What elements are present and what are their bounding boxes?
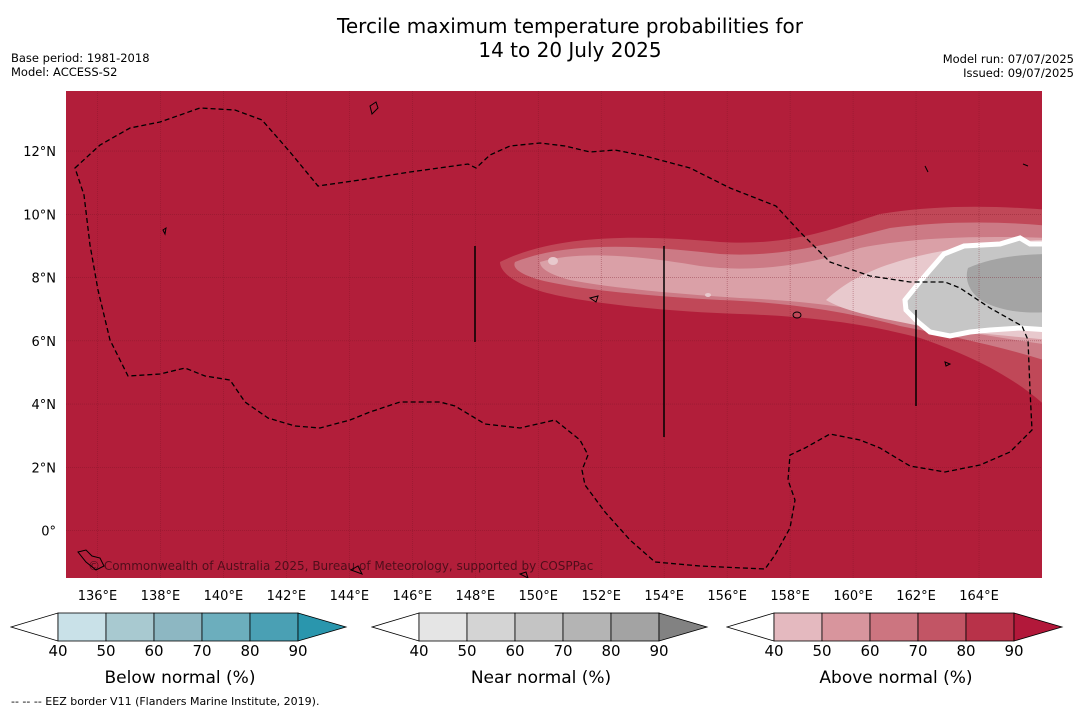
longitude-tick-label: 154°E [644,589,684,604]
colorbar-extend-high [658,612,709,642]
longitude-tick-label: 142°E [267,589,307,604]
longitude-labels: 136°E 138°E 140°E 142°E 144°E 146°E 148°E 150°E… [78,589,999,604]
probability-map: © Commonwealth of Australia 2025, Bureau… [23,91,1042,604]
latitude-tick-label: 8°N [32,272,57,287]
longitude-tick-label: 160°E [833,589,873,604]
gridlines [66,91,1042,578]
contour-patch [548,257,558,265]
ticks-near-normal: 40 50 60 70 80 90 [371,642,711,662]
title-line-1: Tercile maximum temperature probabilitie… [337,14,803,38]
longitude-tick-label: 148°E [456,589,496,604]
latitude-tick-label: 12°N [23,145,56,160]
colorbar-above-normal [726,612,1064,642]
meta-left: Base period: 1981-2018 Model: ACCESS-S2 [11,51,150,79]
map-field: © Commonwealth of Australia 2025, Bureau… [66,91,1042,578]
colorbar-tick-label: 50 [812,642,832,660]
issued-text: Issued: 09/07/2025 [963,66,1074,80]
longitude-tick-label: 156°E [707,589,747,604]
base-period-text: Base period: 1981-2018 [11,51,150,65]
colorbar-segment [965,612,1015,642]
colorbar-tick-label: 50 [96,642,116,660]
colorbar-segment [249,612,299,642]
latitude-tick-label: 4°N [32,398,57,413]
copyright-watermark: © Commonwealth of Australia 2025, Bureau… [88,559,593,573]
eez-border [74,107,1033,570]
colorbar-tick-label: 60 [505,642,525,660]
longitude-tick-label: 164°E [959,589,999,604]
colorbar-extend-high [297,612,348,642]
colorbar-segment [917,612,967,642]
colorbar-tick-label: 60 [860,642,880,660]
near-normal-core [966,254,1042,313]
latitude-tick-label: 6°N [32,335,57,350]
latitude-tick-label: 2°N [32,461,57,476]
latitude-tick-label: 0° [41,525,56,540]
colorbar-extend-low [371,612,420,642]
legend-above-normal [726,612,1066,644]
colorbar-tick-label: 90 [1004,642,1024,660]
title-line-2: 14 to 20 July 2025 [478,38,662,62]
colorbar-tick-label: 80 [601,642,621,660]
colorbar-segment [821,612,871,642]
colorbar-tick-label: 90 [649,642,669,660]
latitude-tick-label: 10°N [23,208,56,223]
longitude-tick-label: 162°E [896,589,936,604]
longitude-tick-label: 140°E [204,589,244,604]
colorbar-segment [418,612,468,642]
longitude-tick-label: 146°E [393,589,433,604]
legend-label-above: Above normal (%) [819,668,973,688]
model-text: Model: ACCESS-S2 [11,65,118,79]
ticks-above-normal: 40 50 60 70 80 90 [726,642,1066,662]
colorbar-tick-label: 40 [409,642,429,660]
colorbar-extend-low [726,612,775,642]
colorbar-tick-label: 60 [144,642,164,660]
legend-near-normal [371,612,711,644]
colorbar-near-normal [371,612,709,642]
colorbar-tick-label: 80 [240,642,260,660]
eez-footnote: -- -- -- EEZ border V11 (Flanders Marine… [11,695,320,708]
colorbar-segment [869,612,919,642]
ticks-below-normal: 40 50 60 70 80 90 [10,642,350,662]
legend-below-normal [10,612,350,644]
colorbar-segment [153,612,203,642]
colorbar-extend-low [10,612,59,642]
model-run-text: Model run: 07/07/2025 [942,52,1074,66]
longitude-tick-label: 144°E [330,589,370,604]
contour-patch [705,293,711,297]
colorbar-tick-label: 70 [908,642,928,660]
longitude-tick-label: 136°E [78,589,118,604]
legend-label-below: Below normal (%) [104,668,256,688]
colorbar-segment [773,612,823,642]
meta-right: Model run: 07/07/2025 Issued: 09/07/2025 [943,52,1074,80]
colorbar-below-normal [10,612,348,642]
colorbar-tick-label: 40 [48,642,68,660]
coastlines [77,101,1029,578]
colorbar-segment [466,612,516,642]
latitude-labels: 12°N 10°N 8°N 6°N 4°N 2°N 0° [23,145,56,539]
colorbar-segment [57,612,107,642]
map-title: Tercile maximum temperature probabilitie… [0,14,1085,62]
legend-label-near: Near normal (%) [470,668,612,688]
colorbar-segment [514,612,564,642]
map-background [66,91,1042,578]
colorbar-tick-label: 90 [288,642,308,660]
colorbar-tick-label: 40 [764,642,784,660]
colorbar-tick-label: 70 [192,642,212,660]
colorbar-tick-label: 80 [956,642,976,660]
colorbar-tick-label: 70 [553,642,573,660]
colorbar-segment [105,612,155,642]
longitude-tick-label: 150°E [518,589,558,604]
longitude-tick-label: 152°E [581,589,621,604]
colorbar-tick-label: 50 [457,642,477,660]
longitude-tick-label: 138°E [141,589,181,604]
colorbar-segment [610,612,660,642]
colorbar-segment [201,612,251,642]
colorbar-extend-high [1013,612,1064,642]
longitude-tick-label: 158°E [770,589,810,604]
colorbar-segment [562,612,612,642]
